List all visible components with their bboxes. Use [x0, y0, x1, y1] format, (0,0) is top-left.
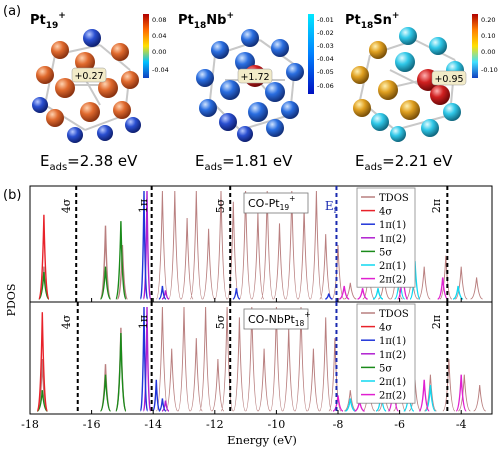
- orbital-label: 4σ: [60, 314, 73, 329]
- panel-b-label: (b): [3, 188, 21, 203]
- series-4s_tdos: [38, 225, 129, 300]
- cluster-pt18sn: Pt18Sn+ +0.95: [345, 11, 498, 173]
- legend-entry: 5σ: [379, 247, 392, 258]
- orbital-label: 1π: [137, 315, 150, 329]
- series-1p2: [142, 306, 170, 412]
- series-2p2: [339, 266, 448, 300]
- svg-text:-0.04: -0.04: [152, 66, 169, 74]
- orbital-label: 5σ: [214, 314, 227, 329]
- orbital-label: 1π: [137, 199, 150, 213]
- svg-text:0.20: 0.20: [481, 16, 495, 24]
- svg-text:-0.05: -0.05: [317, 68, 334, 76]
- cluster-2-formula: Pt18Nb+: [178, 11, 234, 31]
- cluster-3-colorbar: [472, 14, 478, 78]
- series-5s: [38, 221, 127, 300]
- x-tick-label: -14: [144, 418, 162, 431]
- cluster-pt18nb: Pt18Nb+ +1.72: [178, 11, 334, 173]
- series-5s: [37, 332, 127, 412]
- legend-entry: TDOS: [379, 193, 409, 204]
- cluster-1-formula: Pt19+: [30, 11, 66, 31]
- cluster-1-colorbar: [143, 14, 149, 78]
- y-axis-label: PDOS: [5, 284, 18, 317]
- cluster-2-eads: Eads=1.81 eV: [195, 152, 293, 173]
- cluster-3-structure: +0.95: [351, 27, 467, 142]
- cluster-1-structure: +0.27: [32, 29, 141, 143]
- cluster-2-charge: +1.72: [240, 72, 269, 83]
- svg-text:-0.03: -0.03: [317, 42, 334, 50]
- panel-a-label: (a): [3, 4, 21, 19]
- svg-text:0.04: 0.04: [152, 32, 166, 40]
- legend-entry: 2π(1): [379, 377, 406, 388]
- svg-text:-0.02: -0.02: [317, 29, 334, 37]
- system-label-box: [243, 308, 309, 330]
- x-axis-label: Energy (eV): [227, 433, 297, 447]
- x-tick-label: -6: [394, 418, 405, 431]
- legend-entry: 2π(1): [379, 261, 406, 272]
- svg-text:0.08: 0.08: [152, 16, 166, 24]
- legend-entry: 2π(2): [379, 275, 406, 286]
- svg-text:0.10: 0.10: [481, 32, 495, 40]
- cluster-3-colorbar-ticks: 0.20 0.10 0.00 -0.10: [481, 16, 498, 74]
- cluster-3-eads: Eads=2.21 eV: [355, 152, 453, 173]
- legend-entry: 4σ: [379, 207, 392, 218]
- svg-text:0.00: 0.00: [152, 48, 166, 56]
- x-tick-label: -12: [206, 418, 224, 431]
- x-tick-label: -18: [21, 418, 39, 431]
- cluster-2-colorbar-ticks: -0.01 -0.02 -0.03 -0.04 -0.05 -0.06: [317, 16, 334, 90]
- legend-entry: 5σ: [379, 363, 392, 374]
- x-tick-label: -10: [268, 418, 286, 431]
- legend-entry: 1π(2): [379, 234, 406, 245]
- legend-entry: 2π(2): [379, 391, 406, 402]
- cluster-2-colorbar: [308, 14, 314, 94]
- cluster-1-colorbar-ticks: 0.08 0.04 0.00 -0.04: [152, 16, 169, 74]
- orbital-label: 2π: [430, 199, 443, 213]
- svg-text:-0.04: -0.04: [317, 55, 334, 63]
- cluster-1-charge: +0.27: [74, 71, 103, 82]
- legend-entry: 1π(1): [379, 220, 406, 231]
- series-4s_tdos: [36, 327, 127, 412]
- series-1p1: [139, 190, 333, 300]
- orbital-label: 2π: [430, 315, 443, 329]
- orbital-label: 4σ: [60, 198, 73, 213]
- svg-text:-0.10: -0.10: [481, 66, 498, 74]
- x-tick-label: -16: [83, 418, 101, 431]
- svg-text:0.00: 0.00: [481, 48, 495, 56]
- svg-text:-0.01: -0.01: [317, 16, 334, 24]
- legend-entry: TDOS: [379, 309, 409, 320]
- series-1p2: [142, 190, 170, 300]
- x-tick-label: -4: [456, 418, 467, 431]
- orbital-label: 5σ: [214, 198, 227, 213]
- x-tick-label: -8: [333, 418, 344, 431]
- system-label-box: [243, 192, 309, 214]
- series-1p1: [139, 306, 167, 412]
- system-label: CO-Pt19+: [248, 194, 295, 212]
- cluster-3-formula: Pt18Sn+: [345, 11, 399, 31]
- legend-entry: 4σ: [379, 323, 392, 334]
- series-4s: [38, 214, 50, 300]
- cluster-2-structure: +1.72: [196, 29, 304, 142]
- series-4s: [36, 312, 48, 412]
- cluster-1-eads: Eads=2.38 eV: [40, 152, 138, 173]
- cluster-3-charge: +0.95: [434, 74, 463, 85]
- cluster-pt19: Pt19+ +0.27: [30, 11, 169, 173]
- legend-entry: 1π(2): [379, 350, 406, 361]
- legend-entry: 1π(1): [379, 336, 406, 347]
- svg-text:-0.06: -0.06: [317, 82, 334, 90]
- panel-frame: [29, 301, 493, 415]
